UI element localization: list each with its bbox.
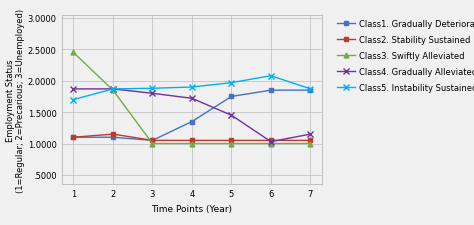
Legend: Class1. Gradually Deteriorated, Class2. Stability Sustained, Class3. Swiftly All: Class1. Gradually Deteriorated, Class2. …	[337, 20, 474, 93]
Class2. Stability Sustained	[228, 140, 234, 142]
Line: Class4. Gradually Alleviated: Class4. Gradually Alleviated	[71, 87, 313, 145]
Class2. Stability Sustained	[189, 140, 195, 142]
Class1. Gradually Deteriorated	[308, 89, 313, 92]
Class2. Stability Sustained	[71, 136, 76, 139]
Line: Class2. Stability Sustained: Class2. Stability Sustained	[71, 132, 313, 143]
Line: Class3. Swiftly Alleviated: Class3. Swiftly Alleviated	[71, 51, 313, 146]
Class3. Swiftly Alleviated	[110, 89, 116, 92]
X-axis label: Time Points (Year): Time Points (Year)	[152, 204, 232, 213]
Class1. Gradually Deteriorated	[228, 96, 234, 98]
Class2. Stability Sustained	[150, 140, 155, 142]
Class2. Stability Sustained	[308, 140, 313, 142]
Class5. Instability Sustained	[71, 99, 76, 101]
Class1. Gradually Deteriorated	[268, 89, 274, 92]
Class4. Gradually Alleviated	[308, 133, 313, 136]
Class5. Instability Sustained	[228, 82, 234, 85]
Class4. Gradually Alleviated	[71, 88, 76, 91]
Class3. Swiftly Alleviated	[150, 142, 155, 145]
Class3. Swiftly Alleviated	[189, 142, 195, 145]
Class5. Instability Sustained	[150, 88, 155, 90]
Class1. Gradually Deteriorated	[110, 136, 116, 139]
Class2. Stability Sustained	[268, 140, 274, 142]
Class1. Gradually Deteriorated	[150, 140, 155, 142]
Class4. Gradually Alleviated	[189, 97, 195, 100]
Class5. Instability Sustained	[189, 86, 195, 89]
Y-axis label: Employment Status
(1=Regular; 2=Precarious; 3=Unemployed): Employment Status (1=Regular; 2=Precario…	[6, 9, 25, 192]
Class5. Instability Sustained	[110, 88, 116, 91]
Line: Class5. Instability Sustained: Class5. Instability Sustained	[71, 74, 313, 103]
Class4. Gradually Alleviated	[150, 92, 155, 95]
Class3. Swiftly Alleviated	[268, 142, 274, 145]
Class4. Gradually Alleviated	[110, 88, 116, 91]
Line: Class1. Gradually Deteriorated: Class1. Gradually Deteriorated	[71, 88, 313, 143]
Class2. Stability Sustained	[110, 133, 116, 136]
Class3. Swiftly Alleviated	[228, 142, 234, 145]
Class4. Gradually Alleviated	[268, 141, 274, 143]
Class3. Swiftly Alleviated	[308, 142, 313, 145]
Class5. Instability Sustained	[308, 88, 313, 91]
Class1. Gradually Deteriorated	[189, 121, 195, 123]
Class4. Gradually Alleviated	[228, 114, 234, 117]
Class1. Gradually Deteriorated	[71, 136, 76, 139]
Class5. Instability Sustained	[268, 75, 274, 78]
Class3. Swiftly Alleviated	[71, 52, 76, 55]
